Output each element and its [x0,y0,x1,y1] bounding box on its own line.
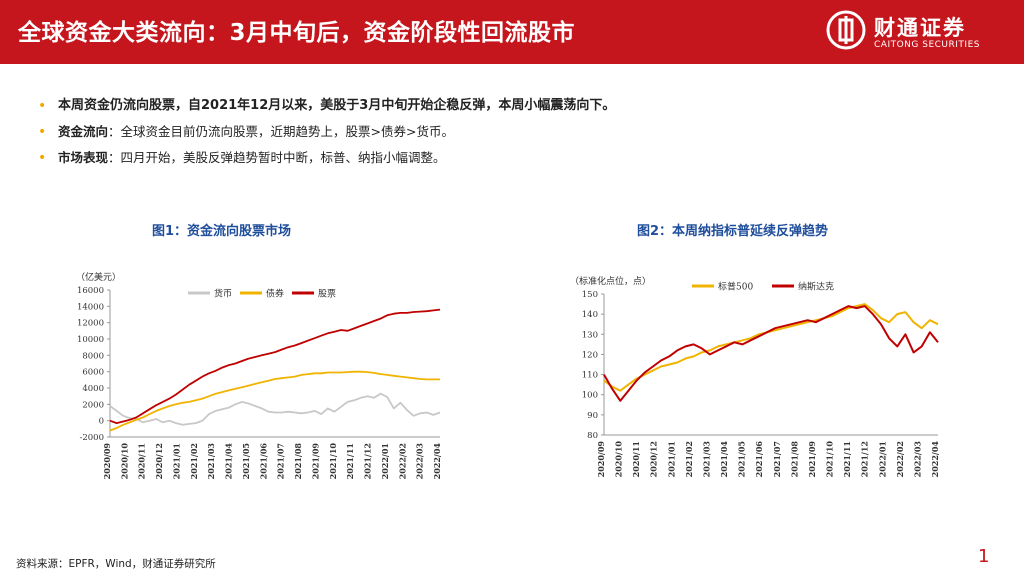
x-tick-label: 2020/12 [154,443,164,479]
x-tick-label: 2020/12 [649,441,659,477]
x-tick-label: 2022/03 [912,441,922,478]
x-tick-label: 2021/09 [310,443,320,480]
bullet-dot-icon: • [38,150,47,166]
x-tick-label: 2021/02 [684,441,694,477]
x-tick-label: 2021/08 [789,441,799,478]
x-tick-label: 2021/09 [807,441,817,478]
bullet-item: • 市场表现：四月开始，美股反弹趋势暂时中断，标普、纳指小幅调整。 [38,148,615,174]
x-tick-label: 2021/08 [293,443,303,480]
bullet-list: • 本周资金仍流向股票，自2021年12月以来，美股于3月中旬开始企稳反弹，本周… [38,96,615,174]
chart2-title: 图2：本周纳指标普延续反弹趋势 [637,224,829,239]
x-tick-label: 2021/10 [328,443,338,480]
brand-emblem-icon [826,10,866,50]
bullet-bold-text: 市场表现 [58,150,109,165]
x-tick-label: 2021/06 [754,441,764,478]
x-tick-label: 2021/04 [224,443,234,480]
x-tick-label: 2021/01 [171,443,181,479]
legend-label: 纳斯达克 [798,281,834,293]
x-tick-label: 2022/01 [877,441,887,477]
brand-name: 财通证券 [874,16,966,40]
x-tick-label: 2021/03 [206,443,216,480]
x-tick-label: 2020/09 [596,441,606,478]
bullet-bold-text: 本周资金仍流向股票，自2021年12月以来，美股于3月中旬开始企稳反弹，本周小幅… [58,98,616,113]
bullet-text: ：四月开始，美股反弹趋势暂时中断，标普、纳指小幅调整。 [108,150,446,165]
bullet-item: • 本周资金仍流向股票，自2021年12月以来，美股于3月中旬开始企稳反弹，本周… [38,96,615,122]
bullet-bold-text: 资金流向 [58,124,109,139]
y-tick-label: 16000 [77,286,104,296]
series-line-标普500 [603,303,939,392]
unit-label: （标准化点位，点） [570,275,651,287]
y-tick-label: 0 [99,417,104,427]
y-tick-label: 100 [582,391,598,401]
x-tick-label: 2022/02 [895,441,905,477]
bullet-dot-icon: • [38,124,47,140]
y-tick-label: 8000 [82,351,104,361]
x-tick-label: 2020/10 [119,443,129,480]
x-tick-label: 2021/06 [258,443,268,480]
legend-label: 债券 [266,288,284,300]
x-tick-label: 2022/04 [930,441,940,478]
chart1-fund-flows: （亿美元） -2000 0 2000 4000 6000 8000 10000 12000 140… [76,271,442,480]
x-tick-label: 2021/04 [719,441,729,478]
title-bar: 全球资金大类流向：3月中旬后，资金阶段性回流股市 财通证券 CAITONG SE… [0,0,1024,64]
y-tick-label: 14000 [77,302,104,312]
x-tick-label: 2022/04 [432,443,442,480]
x-tick-label: 2021/11 [842,441,852,477]
bullet-item: • 资金流向：全球资金目前仍流向股票，近期趋势上，股票>债券>货币。 [38,122,615,148]
brand-logo: 财通证券 CAITONG SECURITIES [826,10,979,54]
chart1-title: 图1：资金流向股票市场 [152,224,292,239]
x-tick-label: 2021/02 [189,443,199,479]
series-line-股票 [109,308,441,425]
x-tick-label: 2022/03 [415,443,425,480]
y-tick-label: 80 [587,431,598,441]
y-tick-label: 6000 [82,368,104,378]
y-tick-label: 120 [582,350,598,360]
x-tick-label: 2021/03 [701,441,711,478]
bullet-text: ：全球资金目前仍流向股票，近期趋势上，股票>债券>货币。 [108,124,454,139]
x-tick-label: 2021/10 [825,441,835,478]
y-tick-label: 10000 [77,335,104,345]
x-tick-label: 2020/10 [614,441,624,478]
y-tick-label: 4000 [82,384,104,394]
x-tick-label: 2021/05 [241,443,251,479]
x-tick-label: 2020/11 [137,443,147,479]
x-tick-label: 2021/01 [666,441,676,477]
x-tick-label: 2021/12 [860,441,870,477]
legend-label: 股票 [318,289,336,300]
legend-label: 标普500 [718,281,753,293]
series-line-纳斯达克 [603,305,939,402]
x-tick-label: 2021/11 [345,443,355,479]
x-tick-label: 2020/11 [631,441,641,477]
x-tick-label: 2021/12 [363,443,373,479]
y-tick-label: 2000 [82,400,104,410]
legend-label: 货币 [214,288,232,300]
y-tick-label: 150 [582,290,598,300]
source-note: 资料来源：EPFR，Wind，财通证券研究所 [16,558,216,570]
y-tick-label: 130 [582,330,598,340]
x-tick-label: 2021/07 [772,441,782,477]
y-tick-label: 140 [582,310,598,320]
bullet-dot-icon: • [38,98,47,114]
y-tick-label: 90 [587,411,598,421]
x-tick-label: 2020/09 [102,443,112,480]
unit-label: （亿美元） [76,271,121,283]
series-line-债券 [109,370,440,432]
page-title: 全球资金大类流向：3月中旬后，资金阶段性回流股市 [18,20,576,46]
x-tick-label: 2022/01 [380,443,390,479]
x-tick-label: 2021/07 [276,443,286,479]
page-number: 1 [978,546,990,567]
y-tick-label: 110 [582,371,598,381]
brand-name-english: CAITONG SECURITIES [874,40,980,50]
y-tick-label: -2000 [79,433,104,443]
x-tick-label: 2021/05 [737,441,747,477]
series-line-货币 [109,392,441,426]
x-tick-label: 2022/02 [397,443,407,479]
y-tick-label: 12000 [77,319,104,329]
chart2-index-performance: （标准化点位，点） 80 90 100 110 120 130 140 150 2020/09 20… [570,275,940,478]
